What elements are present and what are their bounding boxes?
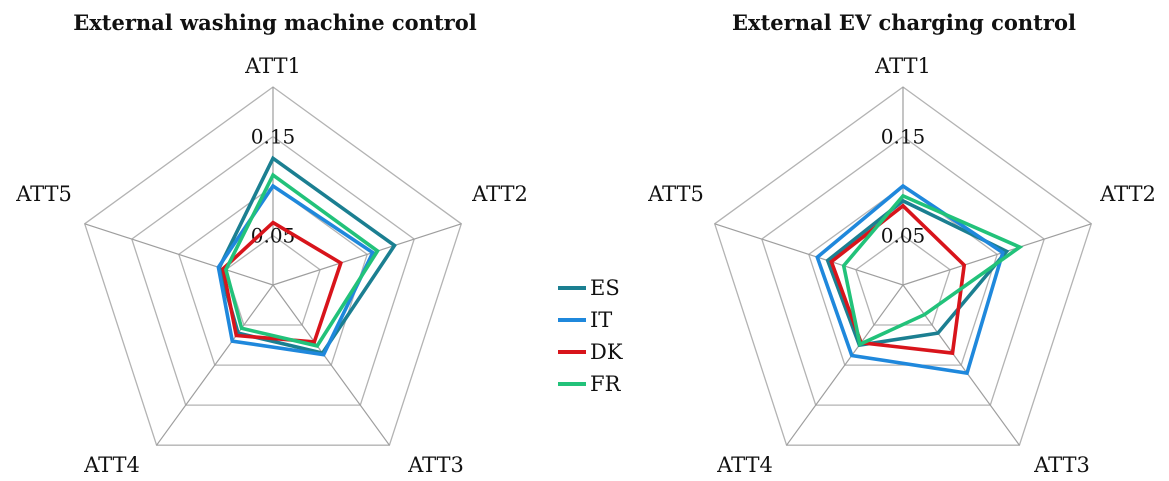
radar-tick-labels: 0.05 0.15 xyxy=(881,125,926,248)
legend-item-it: IT xyxy=(558,308,612,332)
series-fr xyxy=(223,172,380,348)
axis-spoke-att3 xyxy=(902,284,1020,446)
radar-axis-labels: ATT1 ATT2 ATT3 ATT4 ATT5 xyxy=(647,54,1156,477)
tick-label: 0.05 xyxy=(881,224,926,248)
axis-spoke-att2 xyxy=(902,223,1092,286)
legend-label-it: IT xyxy=(590,308,612,332)
legend-label-dk: DK xyxy=(590,340,623,364)
legend-item-fr: FR xyxy=(558,372,622,396)
series-it xyxy=(815,183,1005,376)
axis-spoke-att2 xyxy=(272,223,462,286)
grid-ring xyxy=(713,86,1093,446)
radar-tick-labels: 0.050.15 xyxy=(251,125,296,248)
grid-ring xyxy=(178,185,368,366)
series-it xyxy=(216,183,376,357)
axis-label-att4: ATT4 xyxy=(716,453,773,477)
axis-label-att4: ATT4 xyxy=(83,453,140,477)
grid-ring xyxy=(225,234,321,326)
radar-series-group xyxy=(815,183,1024,376)
axis-spoke-att4 xyxy=(156,284,274,446)
radar-chart-ev-charging: External EV charging control 0.05 0.15 AT… xyxy=(647,10,1156,477)
legend-label-es: ES xyxy=(590,276,620,300)
radar-grid xyxy=(713,86,1093,446)
axis-spoke-att5 xyxy=(84,223,274,286)
radar-series-group xyxy=(216,155,397,357)
series-fr xyxy=(841,193,1024,347)
tick-label: 0.15 xyxy=(251,125,296,149)
axis-label-att5: ATT5 xyxy=(15,182,72,206)
radar-chart-washing-machine: External washing machine control 0.050.1… xyxy=(15,10,528,477)
chart-title: External EV charging control xyxy=(732,10,1076,35)
axis-spoke-att4 xyxy=(786,284,904,446)
grid-ring xyxy=(131,135,415,406)
tick-label: 0.15 xyxy=(881,125,926,149)
radar-axis-labels: ATT1 ATT2 ATT3 ATT4 ATT5 xyxy=(15,54,528,477)
legend-label-fr: FR xyxy=(590,372,622,396)
chart-title: External washing machine control xyxy=(73,10,476,35)
legend: ES IT DK FR xyxy=(558,276,623,396)
axis-label-att1: ATT1 xyxy=(874,54,931,78)
legend-item-dk: DK xyxy=(558,340,623,364)
axis-spoke-att3 xyxy=(272,284,390,446)
axis-label-att1: ATT1 xyxy=(244,54,301,78)
axis-label-att3: ATT3 xyxy=(1033,453,1090,477)
series-dk xyxy=(829,203,967,356)
axis-label-att2: ATT2 xyxy=(1099,182,1156,206)
axis-label-att2: ATT2 xyxy=(471,182,528,206)
axis-label-att3: ATT3 xyxy=(407,453,464,477)
grid-ring xyxy=(761,135,1045,406)
legend-item-es: ES xyxy=(558,276,620,300)
axis-spoke-att5 xyxy=(714,223,904,286)
grid-ring xyxy=(83,86,463,446)
series-es xyxy=(217,155,397,356)
axis-label-att5: ATT5 xyxy=(647,182,704,206)
